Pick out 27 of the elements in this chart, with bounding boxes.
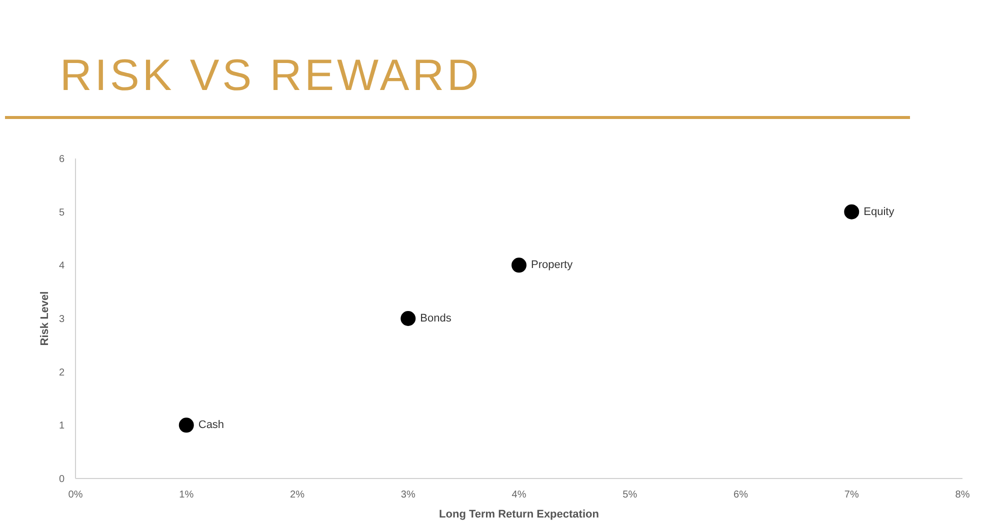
x-tick-label: 1%: [179, 490, 194, 500]
point: [400, 311, 416, 326]
x-tick-label: 6%: [734, 490, 748, 500]
y-tick-label: 3: [58, 314, 65, 325]
annotation: Cash: [198, 419, 224, 432]
y-tick-label: 4: [58, 260, 65, 272]
x-tick-label: 3%: [400, 490, 416, 500]
y-tick-label: 2: [58, 367, 65, 378]
annotation: Property: [531, 259, 574, 272]
y-tick-label: 6: [58, 154, 65, 165]
y-tick-label: 5: [58, 207, 65, 218]
annotation: Bonds: [420, 312, 452, 324]
x-axis-title: Long Term Return Expectation: [439, 508, 600, 520]
x-tick-label: 0%: [68, 490, 83, 500]
y-tick-label: 0: [58, 474, 65, 485]
point: [844, 204, 860, 220]
point: [512, 258, 526, 273]
x-tick-label: 8%: [955, 490, 970, 500]
y-tick-label: 1: [58, 420, 65, 432]
y-axis-title: Risk Level: [38, 291, 51, 346]
chart-title: RISK VS REWARD: [5, 5, 910, 119]
x-tick-label: 5%: [622, 490, 638, 500]
annotation: Equity: [864, 206, 895, 218]
x-tick-label: 2%: [290, 490, 305, 500]
x-tick-label: 7%: [844, 490, 859, 500]
point: [178, 418, 194, 433]
x-tick-label: 4%: [512, 490, 526, 500]
